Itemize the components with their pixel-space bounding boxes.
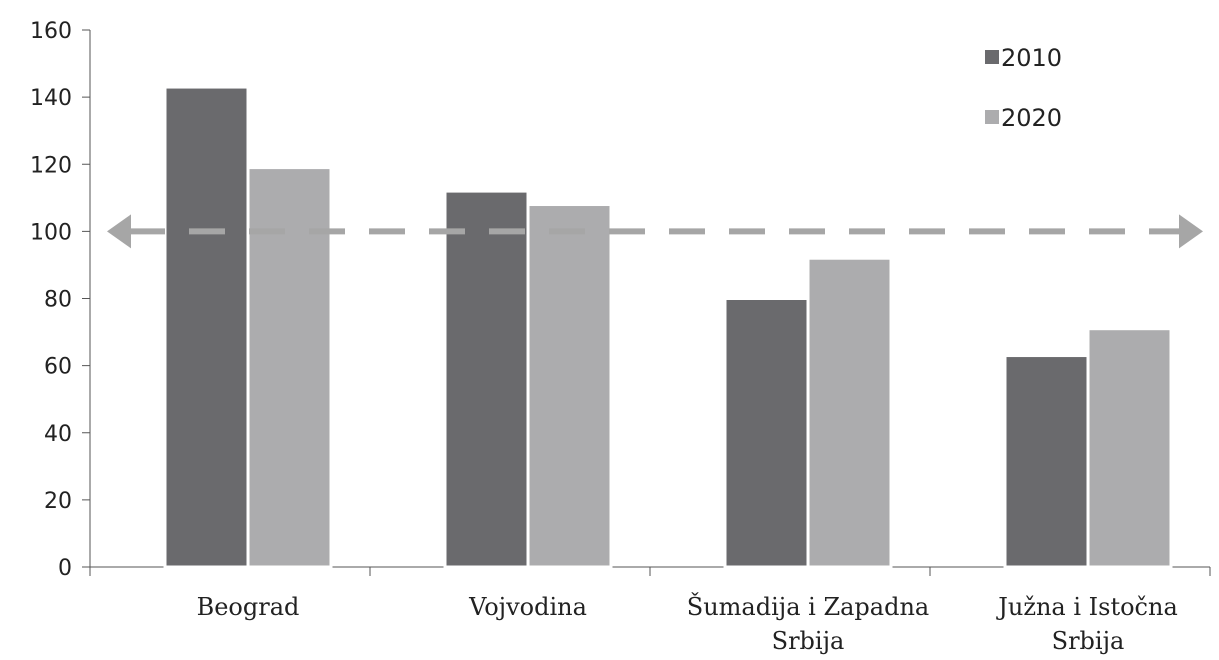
category-label: Šumadija i Zapadna Srbija <box>687 592 929 655</box>
legend-label-2010: 2010 <box>1001 44 1062 72</box>
bar-2010-2 <box>723 297 810 569</box>
y-tick-label: 0 <box>58 556 72 581</box>
category-label-line: Srbija <box>772 627 845 655</box>
y-tick-label: 40 <box>44 422 72 447</box>
legend-swatch-2010 <box>985 50 999 64</box>
category-label-line: Južna i Istočna <box>995 593 1178 621</box>
y-tick-label: 80 <box>44 288 72 313</box>
category-label-line: Šumadija i Zapadna <box>687 592 929 621</box>
axes: 0 20 40 60 80 100 120 140 160 <box>30 19 1211 581</box>
y-tick-label: 20 <box>44 489 72 514</box>
bar-2020-1 <box>526 203 613 569</box>
category-label-line: Srbija <box>1052 627 1125 655</box>
category-label: Vojvodina <box>468 593 587 621</box>
legend: 2010 2020 <box>985 44 1062 132</box>
bar-2020-3 <box>1086 327 1173 569</box>
y-tick-label: 60 <box>44 355 72 380</box>
category-label-line: Vojvodina <box>468 593 587 621</box>
bar-2020-0 <box>246 166 333 569</box>
y-tick-label: 140 <box>30 86 72 111</box>
reference-arrow-right-icon <box>1179 214 1203 249</box>
reference-line-group <box>107 214 1203 249</box>
category-label: Beograd <box>197 593 300 621</box>
bar-2020-2 <box>806 256 893 569</box>
bars <box>163 85 1173 569</box>
bar-2010-3 <box>1003 354 1090 569</box>
category-label-line: Beograd <box>197 593 300 621</box>
category-labels: Beograd Vojvodina Šumadija i Zapadna Srbija… <box>197 592 1178 655</box>
y-tick-label: 160 <box>30 19 72 44</box>
bar-2010-0 <box>163 85 250 569</box>
y-tick-label: 120 <box>30 153 72 178</box>
legend-swatch-2020 <box>985 110 999 124</box>
reference-arrow-left-icon <box>107 214 131 249</box>
y-tick-label: 100 <box>30 220 72 245</box>
category-label: Južna i Istočna Srbija <box>995 593 1178 655</box>
legend-label-2020: 2020 <box>1001 104 1062 132</box>
bar-2010-1 <box>443 189 530 569</box>
